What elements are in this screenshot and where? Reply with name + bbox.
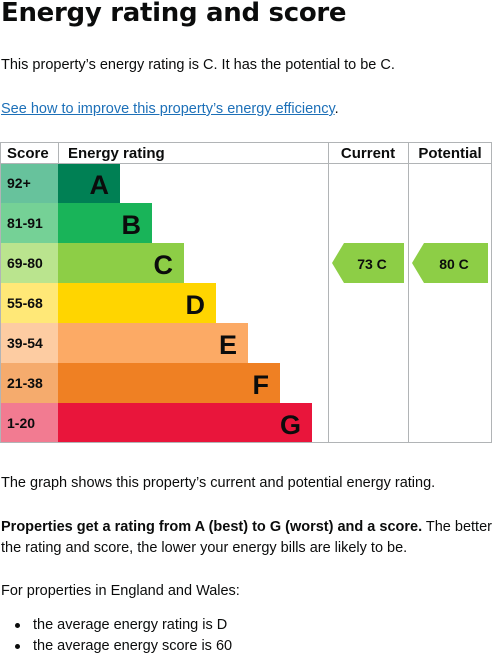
rating-intro-text: This property’s energy rating is C. It h…: [1, 57, 395, 73]
rating-letter: B: [122, 210, 142, 240]
rating-letter: F: [253, 370, 270, 400]
header-energy-rating: Energy rating: [68, 145, 165, 162]
score-cell: [0, 403, 58, 443]
improve-paragraph: See how to improve this property’s energ…: [1, 99, 339, 120]
improve-efficiency-link[interactable]: See how to improve this property’s energ…: [1, 101, 335, 117]
improve-link-suffix: .: [334, 101, 339, 117]
rating-bar-g: [58, 403, 312, 443]
energy-rating-graph: Score Energy rating Current Potential 92+ A 81…: [0, 142, 492, 443]
rating-letter: C: [154, 250, 174, 280]
current-arrow: [332, 243, 404, 283]
rating-bar-b: [58, 203, 152, 243]
rating-bar-e: [58, 323, 248, 363]
energy-rating-chart: Score Energy rating Current Potential 92+ A 81…: [0, 142, 495, 444]
rating-explanation-bold: Properties get a rating from A (best) to…: [1, 519, 423, 535]
score-range-label: 92+: [7, 175, 31, 191]
score-range-label: 39-54: [7, 335, 43, 351]
score-cell: [0, 163, 58, 203]
score-range-label: 55-68: [7, 295, 43, 311]
header-current: Current: [341, 145, 395, 162]
rating-letter: G: [280, 410, 301, 440]
potential-arrow: [412, 243, 488, 283]
rating-bar-c: [58, 243, 184, 283]
rating-explanation: Properties get a rating from A (best) to…: [1, 517, 492, 538]
score-cell: [0, 323, 58, 363]
page-title: Energy rating and score: [1, 0, 347, 28]
rating-bar-a: [58, 163, 120, 203]
rating-bar-d: [58, 283, 216, 323]
score-cell: [0, 283, 58, 323]
rating-letter: D: [186, 290, 206, 320]
header-potential: Potential: [418, 145, 481, 162]
list-item: the average energy score is 60: [0, 636, 232, 657]
score-range-label: 81-91: [7, 215, 43, 231]
score-range-label: 21-38: [7, 375, 43, 391]
score-cell: [0, 363, 58, 403]
graph-caption: The graph shows this property’s current …: [1, 475, 436, 491]
current-rating-label: 73 C: [357, 256, 387, 272]
rating-explanation-line2: the rating and score, the lower your ene…: [1, 540, 408, 556]
potential-rating-label: 80 C: [439, 256, 469, 272]
list-item: the average energy rating is D: [0, 615, 232, 636]
region-intro: For properties in England and Wales:: [1, 583, 240, 599]
score-range-label: 69-80: [7, 255, 43, 271]
rating-bar-f: [58, 363, 280, 403]
score-range-label: 1-20: [7, 415, 35, 431]
rating-letter: A: [90, 170, 110, 200]
rating-letter: E: [219, 330, 237, 360]
score-cell: [0, 203, 58, 243]
rating-explanation-rest: The better: [422, 519, 492, 535]
header-score: Score: [7, 145, 49, 162]
score-cell: [0, 243, 58, 283]
average-ratings-list: the average energy rating is D the avera…: [0, 615, 232, 657]
